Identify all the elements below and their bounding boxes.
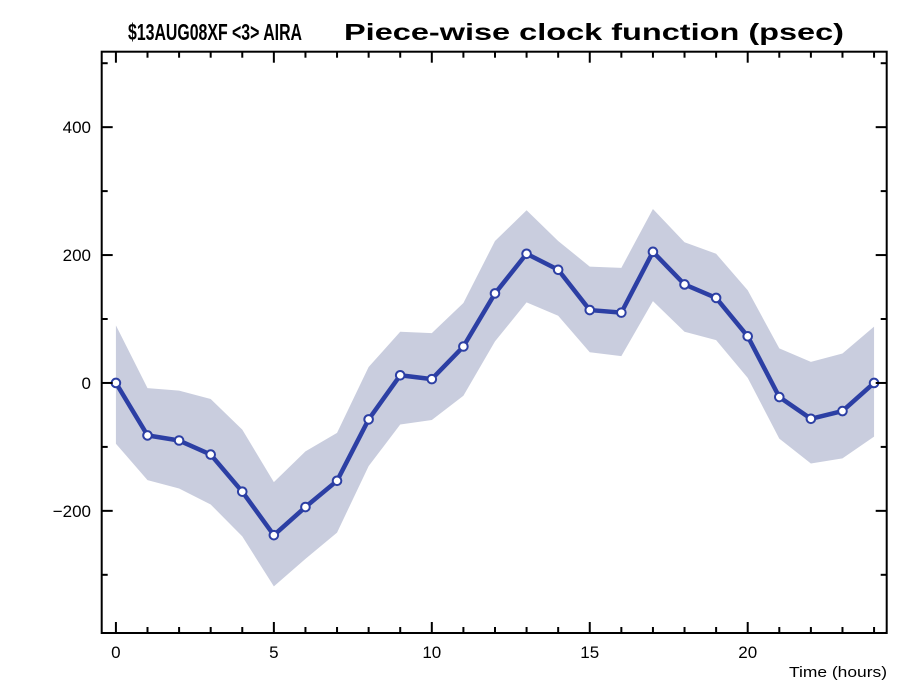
y-tick-label: −200 <box>53 502 91 521</box>
data-point-marker <box>236 486 248 497</box>
data-point-marker <box>837 405 848 417</box>
y-tick-label: 400 <box>63 118 91 137</box>
data-point-marker <box>647 246 659 258</box>
x-tick-label: 0 <box>111 643 120 662</box>
data-point-marker <box>521 248 532 260</box>
chart-graphics: 0 5 10 15 20 −200 0 200 400 <box>53 50 888 662</box>
data-point-marker <box>363 414 374 425</box>
data-point-marker <box>300 501 311 513</box>
data-point-marker <box>805 413 817 425</box>
plot-title-left: $13AUG08XF <3> AIRA <box>128 19 302 45</box>
y-tick-label: 0 <box>82 374 91 393</box>
data-point-marker <box>110 377 122 389</box>
data-point-marker <box>710 292 722 304</box>
x-tick-label: 5 <box>269 643 278 662</box>
data-point-marker <box>394 369 406 381</box>
data-point-marker <box>142 430 153 441</box>
data-point-marker <box>268 529 280 541</box>
data-point-marker <box>742 330 754 342</box>
data-point-marker <box>489 288 501 299</box>
confidence-band <box>115 209 875 587</box>
y-tick-label: 200 <box>63 246 91 265</box>
data-point-marker <box>616 307 627 318</box>
data-point-marker <box>773 391 785 403</box>
data-point-marker <box>458 341 469 352</box>
x-tick-label: 20 <box>738 643 757 662</box>
plot-title-right: Piece-wise clock function (psec) <box>344 19 844 45</box>
data-point-marker <box>426 373 438 385</box>
data-point-marker <box>679 279 690 290</box>
x-tick-label: 10 <box>422 643 441 662</box>
data-point-marker <box>584 304 596 316</box>
data-point-marker <box>552 264 564 276</box>
x-tick-label: 15 <box>580 643 599 662</box>
x-axis-label: Time (hours) <box>789 664 887 681</box>
data-point-marker <box>205 449 216 460</box>
data-point-marker <box>173 435 185 446</box>
data-point-marker <box>331 475 343 487</box>
